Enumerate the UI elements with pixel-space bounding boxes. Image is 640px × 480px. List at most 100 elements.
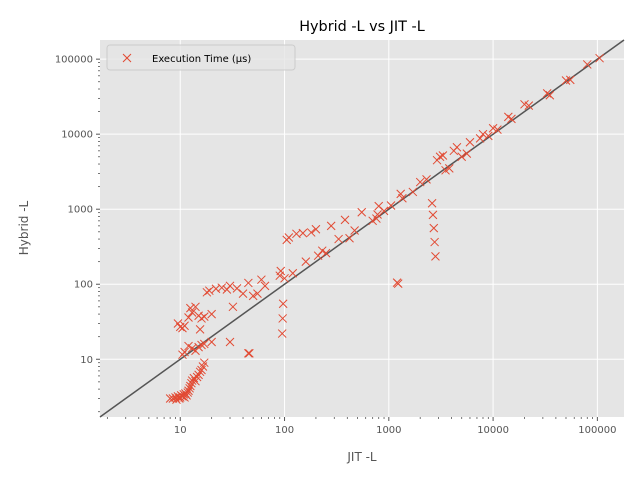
data-point <box>288 268 298 278</box>
data-point-stroke-b <box>211 284 221 294</box>
data-point-stroke-b <box>503 112 513 122</box>
data-point-stroke-b <box>284 233 294 242</box>
data-point <box>582 60 592 69</box>
data-point-stroke-b <box>253 289 262 298</box>
data-point <box>204 286 214 296</box>
data-point <box>225 337 235 347</box>
data-point <box>186 303 195 313</box>
data-point-stroke-b <box>475 133 485 143</box>
data-point <box>180 347 189 357</box>
data-point-stroke-b <box>207 337 216 347</box>
data-point-stroke-b <box>595 53 604 63</box>
data-point-stroke-b <box>180 347 189 357</box>
data-point-stroke-b <box>245 348 254 358</box>
data-point-stroke-b <box>542 89 552 98</box>
data-point-stroke-b <box>306 228 316 237</box>
data-point-stroke-b <box>428 210 438 220</box>
data-point-stroke-b <box>350 226 359 235</box>
data-point-stroke-b <box>207 309 216 319</box>
data-point-stroke-b <box>396 189 406 199</box>
chart-title: Hybrid -L vs JIT -L <box>299 19 425 35</box>
data-point <box>565 75 575 85</box>
data-point <box>306 228 316 237</box>
data-point-stroke-b <box>478 129 488 139</box>
data-point-stroke-b <box>465 137 475 147</box>
data-point-stroke-b <box>232 284 242 293</box>
data-point <box>452 142 462 152</box>
data-point <box>429 223 439 233</box>
data-point <box>326 221 336 231</box>
data-point-stroke-b <box>202 287 212 297</box>
data-point <box>182 391 191 400</box>
data-point-stroke-b <box>217 283 227 293</box>
data-point <box>232 284 242 293</box>
legend-marker <box>122 53 132 63</box>
data-point <box>199 339 209 349</box>
data-point-stroke-b <box>186 303 195 313</box>
data-point <box>207 337 216 347</box>
data-point <box>321 248 331 258</box>
data-point-stroke-b <box>582 60 592 69</box>
data-point-stroke-b <box>280 273 289 283</box>
data-point-stroke-b <box>288 268 298 278</box>
data-point <box>465 137 475 147</box>
data-point-stroke-b <box>438 151 448 160</box>
x-tick-label: 10 <box>174 425 187 436</box>
data-point-stroke-b <box>313 251 323 261</box>
data-point <box>438 151 448 160</box>
data-point <box>185 383 194 393</box>
data-point <box>350 226 359 235</box>
data-point <box>187 308 197 317</box>
data-point-stroke-b <box>357 207 367 217</box>
data-point <box>183 388 193 397</box>
data-point-stroke-b <box>195 325 205 334</box>
data-point <box>277 329 287 338</box>
data-point <box>507 114 516 124</box>
data-point-stroke-b <box>545 90 555 100</box>
data-point <box>253 289 262 298</box>
data-point-stroke-b <box>184 386 193 396</box>
data-point-stroke-b <box>182 391 191 400</box>
data-point <box>184 386 193 396</box>
data-point-stroke-b <box>393 279 403 288</box>
data-point <box>199 312 209 321</box>
data-point-stroke-b <box>345 233 354 243</box>
data-point-stroke-b <box>276 266 286 276</box>
data-point <box>257 275 266 285</box>
data-point <box>244 278 253 288</box>
data-point-stroke-b <box>185 383 194 393</box>
data-point-stroke-b <box>292 229 301 239</box>
data-points <box>165 53 604 404</box>
data-point <box>248 291 258 301</box>
x-tick-label: 100000 <box>578 425 616 436</box>
data-point-stroke-b <box>184 341 193 351</box>
data-point-stroke-b <box>374 201 384 211</box>
y-tick-label: 10 <box>80 355 93 366</box>
data-point <box>197 314 206 323</box>
data-point-stroke-b <box>248 291 258 301</box>
y-axis-label: Hybrid -L <box>17 200 31 255</box>
data-point <box>386 201 396 210</box>
data-point <box>276 266 286 276</box>
data-point-stroke-b <box>298 228 308 238</box>
data-point <box>422 174 431 184</box>
data-point-stroke-b <box>199 312 209 321</box>
data-point-stroke-b <box>340 215 350 225</box>
data-point <box>345 233 354 243</box>
data-point-stroke-b <box>379 206 389 216</box>
data-point <box>483 131 493 141</box>
data-point <box>545 90 555 100</box>
data-point-stroke-b <box>524 101 534 111</box>
grid-lines <box>96 40 624 421</box>
data-point <box>340 215 350 225</box>
data-point-stroke-b <box>431 252 440 261</box>
x-axis-label: JIT -L <box>346 450 377 464</box>
minor-ticks <box>98 62 594 419</box>
data-point-stroke-b <box>334 234 343 244</box>
data-point <box>180 321 189 331</box>
x-tick-labels: 10 100 1000 10000 100000 <box>174 425 617 436</box>
legend: Execution Time (µs) <box>106 44 296 71</box>
data-point-stroke-b <box>197 340 206 350</box>
y-tick-label: 10000 <box>61 130 93 141</box>
